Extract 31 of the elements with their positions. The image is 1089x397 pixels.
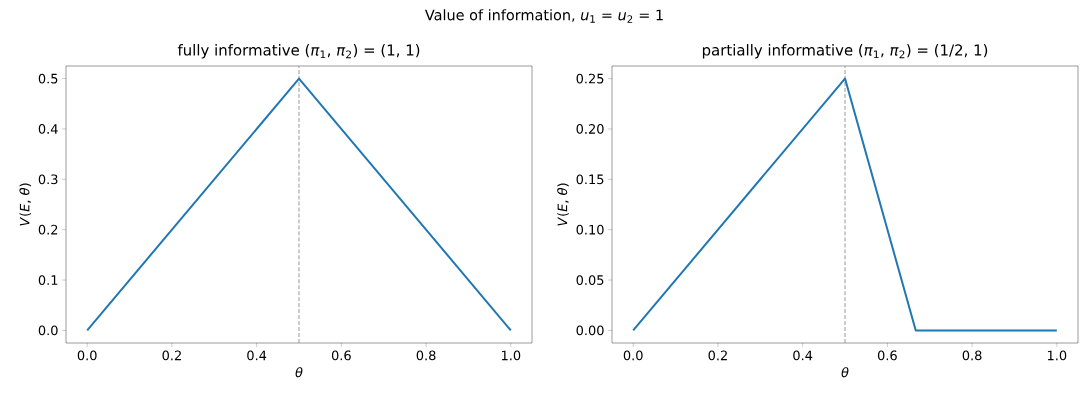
y-tick-label: 0.2 — [38, 224, 58, 235]
x-tick-label: 0.4 — [247, 350, 267, 361]
y-axis-title: V(E, θ) — [19, 183, 32, 226]
y-tick-label: 0.05 — [576, 275, 604, 285]
x-tick-label: 1.0 — [501, 350, 521, 361]
y-tick-label: 0.4 — [38, 124, 58, 134]
x-tick-label: 1.0 — [1047, 350, 1067, 361]
x-tick-label: 0.6 — [331, 350, 351, 361]
y-tick-label: 0.00 — [576, 325, 604, 336]
x-axis-title: θ — [295, 367, 303, 378]
x-tick-label: 0.8 — [416, 350, 436, 361]
x-tick-label: 0.0 — [623, 350, 643, 361]
x-tick-label: 0.8 — [962, 350, 982, 361]
y-tick-label: 0.1 — [38, 275, 58, 285]
chart-title: partially informative (π$_{1}$, π$_{2}$) = (1/2, 1) — [702, 44, 988, 59]
y-tick-label: 0.5 — [38, 73, 58, 84]
y-tick-label: 0.20 — [576, 124, 604, 134]
y-tick-label: 0.10 — [576, 224, 604, 235]
y-axis-title: V(E, θ) — [557, 183, 569, 226]
chart-title: fully informative (π$_{1}$, π$_{2}$) = (1, 1) — [177, 44, 420, 59]
x-tick-label: 0.2 — [162, 350, 181, 361]
x-axis-title: θ — [841, 367, 849, 378]
y-tick-label: 0.25 — [576, 73, 604, 84]
x-tick-label: 0.6 — [877, 350, 897, 361]
x-tick-label: 0.0 — [77, 350, 97, 361]
x-tick-label: 0.4 — [793, 350, 813, 361]
x-tick-label: 0.2 — [708, 350, 727, 361]
y-tick-label: 0.0 — [38, 325, 58, 336]
text: Value of information, u$_{1}$ = u$_{2}$ = 1 — [424, 9, 663, 23]
y-tick-label: 0.15 — [576, 174, 604, 185]
y-tick-label: 0.3 — [38, 174, 58, 185]
